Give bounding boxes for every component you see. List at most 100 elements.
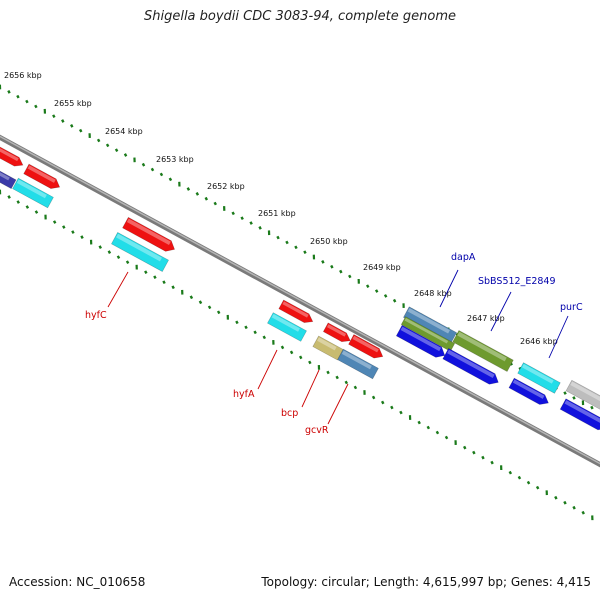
inner-tick-mark — [526, 480, 531, 485]
inner-tick-mark — [207, 305, 212, 310]
gene-feature — [312, 335, 344, 361]
inner-tick-mark — [144, 270, 148, 275]
inner-tick-mark — [262, 335, 266, 340]
tick-label: 2655 kbp — [54, 99, 92, 108]
inner-tick-mark — [289, 350, 294, 355]
gene-label-hyfa: hyfA — [233, 389, 255, 400]
inner-tick-mark — [7, 195, 11, 199]
inner-tick-mark — [554, 495, 558, 500]
outer-tick-mark — [70, 124, 74, 128]
outer-tick-mark — [213, 201, 217, 206]
gene-label-leader — [439, 269, 459, 308]
gene-label-bcp: bcp — [281, 408, 298, 419]
inner-tick-mark — [481, 455, 485, 460]
outer-tick-mark — [365, 284, 370, 289]
gene-feature — [278, 299, 314, 323]
gene-label-dapa: dapA — [451, 252, 476, 263]
inner-tick-mark — [25, 205, 30, 209]
outer-tick-mark — [240, 216, 244, 221]
gene-feature — [23, 163, 61, 189]
gene-label-sbbs512_e2849: SbBS512_E2849 — [478, 276, 556, 287]
genome-backbone — [0, 134, 600, 468]
outer-tick-mark — [383, 294, 388, 298]
gene-feature — [517, 362, 561, 394]
gene-feature — [111, 232, 169, 272]
tick-label: 2656 kbp — [4, 71, 42, 80]
outer-tick-mark — [285, 240, 289, 245]
gene-label-leader — [327, 383, 349, 425]
inner-tick-mark — [472, 450, 476, 455]
tick-label: 2654 kbp — [105, 127, 143, 136]
gene-label-leader — [301, 369, 320, 408]
inner-tick-mark — [71, 230, 75, 234]
inner-tick-mark — [390, 405, 394, 410]
gene-feature — [442, 347, 499, 385]
gene-feature — [322, 322, 351, 343]
outer-tick-mark — [204, 196, 209, 201]
inner-tick-mark — [463, 445, 467, 450]
outer-tick-mark — [321, 260, 325, 264]
gene-label-leader — [490, 291, 512, 332]
inner-tick-mark — [435, 430, 440, 435]
accession-label: Accession: NC_010658 — [9, 575, 146, 589]
gene-feature — [0, 144, 24, 167]
inner-tick-mark — [335, 375, 339, 380]
inner-tick-mark — [62, 225, 66, 229]
inner-tick-mark — [34, 210, 39, 214]
gene-label-purc: purC — [560, 302, 583, 313]
inner-tick-mark — [116, 255, 121, 259]
outer-tick-mark — [114, 148, 119, 152]
inner-tick-mark — [244, 325, 248, 330]
inner-tick-mark — [253, 330, 257, 335]
inner-tick-mark — [52, 220, 57, 224]
tick-label: 2651 kbp — [258, 209, 296, 218]
outer-tick-mark — [339, 269, 343, 274]
gene-feature — [122, 216, 175, 252]
inner-tick-mark — [308, 360, 312, 365]
gene-label-leader — [107, 271, 129, 308]
tick-label: 2648 kbp — [414, 289, 452, 298]
outer-tick-mark — [572, 396, 576, 400]
gene-feature — [12, 177, 54, 209]
inner-tick-mark — [353, 385, 358, 390]
map-title: Shigella boydii CDC 3083-94, complete ge… — [143, 9, 457, 24]
inner-tick-mark — [80, 235, 84, 239]
inner-tick-mark — [16, 200, 20, 204]
tick-label: 2652 kbp — [207, 182, 245, 191]
gene-label-leader — [548, 315, 569, 359]
outer-tick-mark — [16, 94, 20, 99]
outer-tick-mark — [96, 138, 101, 143]
inner-tick-mark — [189, 295, 194, 300]
inner-tick-mark — [508, 470, 513, 475]
outer-tick-mark — [195, 192, 200, 196]
tick-label: 2650 kbp — [310, 237, 348, 246]
outer-tick-mark — [590, 405, 594, 410]
inner-tick-mark — [371, 395, 376, 400]
inner-tick-mark — [280, 345, 285, 350]
outer-tick-mark — [231, 211, 235, 216]
gene-label-gcvr: gcvR — [305, 425, 329, 436]
inner-tick-mark — [98, 245, 102, 249]
tick-label: 2649 kbp — [363, 263, 401, 272]
outer-tick-mark — [330, 264, 334, 269]
outer-tick-mark — [34, 104, 38, 109]
inner-tick-mark — [517, 475, 522, 480]
outer-tick-mark — [186, 187, 191, 191]
outer-tick-mark — [123, 153, 128, 157]
genome-backbone-highlight — [0, 135, 600, 465]
gene-label-hyfc: hyfC — [85, 310, 107, 321]
inner-tick-mark — [490, 460, 494, 465]
outer-tick-mark — [168, 177, 173, 182]
inner-tick-mark — [162, 280, 166, 285]
gene-feature — [267, 312, 307, 342]
genome-summary: Topology: circular; Length: 4,615,997 bp… — [261, 575, 591, 589]
outer-tick-mark — [276, 235, 280, 240]
outer-tick-mark — [141, 162, 146, 167]
outer-tick-mark — [52, 114, 56, 118]
gene-feature — [348, 334, 384, 359]
inner-tick-mark — [326, 370, 330, 375]
outer-tick-mark — [105, 143, 110, 148]
outer-tick-mark — [374, 289, 379, 293]
inner-tick-mark — [344, 380, 349, 385]
